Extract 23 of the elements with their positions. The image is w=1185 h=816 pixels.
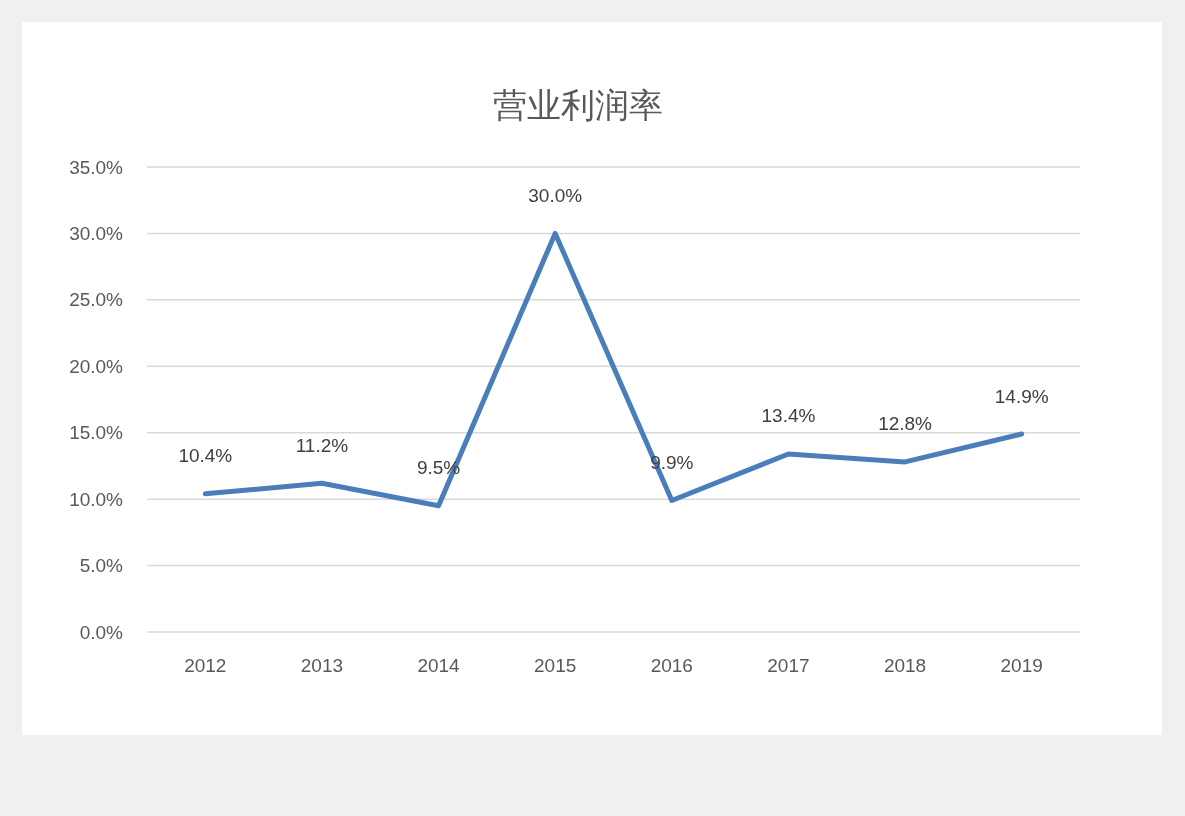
y-tick-label: 5.0%	[79, 555, 124, 577]
data-label: 13.4%	[761, 405, 816, 427]
y-tick-label: 10.0%	[69, 488, 124, 510]
chart-title: 营业利润率	[493, 86, 663, 124]
y-tick-label: 30.0%	[69, 222, 124, 244]
data-label: 10.4%	[178, 445, 233, 467]
y-tick-label: 35.0%	[69, 156, 124, 178]
x-tick-label: 2019	[1000, 654, 1043, 676]
y-tick-label: 25.0%	[69, 289, 124, 311]
x-tick-label: 2018	[883, 654, 927, 676]
x-tick-label: 2015	[534, 654, 577, 676]
y-tick-label: 20.0%	[69, 355, 124, 377]
data-label: 14.9%	[994, 385, 1049, 407]
x-tick-label: 2017	[767, 654, 810, 676]
x-tick-label: 2014	[417, 654, 461, 676]
data-label: 30.0%	[528, 184, 583, 206]
data-label: 12.8%	[878, 413, 933, 435]
data-label: 11.2%	[295, 434, 349, 456]
x-tick-label: 2013	[300, 654, 344, 676]
x-tick-label: 2016	[650, 654, 693, 676]
y-tick-label: 0.0%	[79, 621, 124, 643]
y-tick-label: 15.0%	[69, 422, 124, 444]
x-tick-label: 2012	[184, 654, 227, 676]
